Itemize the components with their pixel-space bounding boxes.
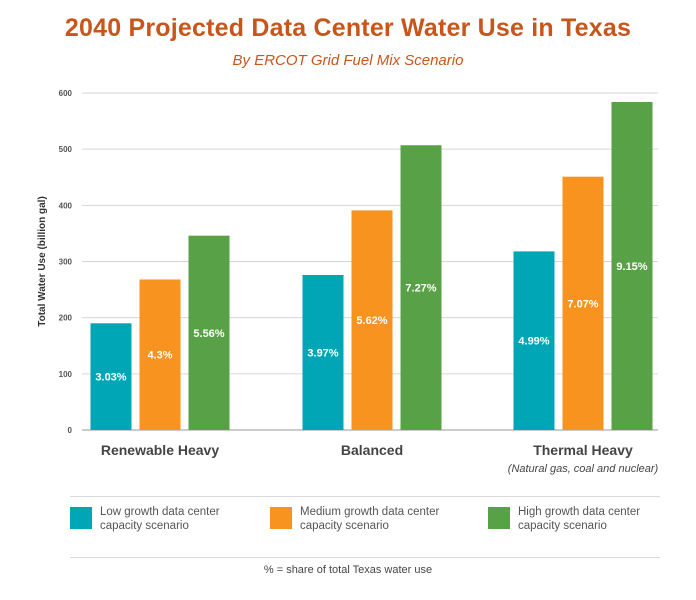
- bar-value-label: 3.97%: [307, 347, 338, 359]
- bar: [400, 145, 442, 431]
- legend-label-medium: Medium growth data center capacity scena…: [300, 506, 440, 532]
- bar-value-label: 5.56%: [193, 328, 224, 340]
- legend-swatch-low: [70, 507, 92, 529]
- bar-value-label: 9.15%: [616, 261, 647, 273]
- bar-value-label: 7.27%: [405, 283, 436, 295]
- bar: [139, 279, 181, 430]
- category-label: Thermal Heavy: [533, 442, 633, 458]
- category-label: Renewable Heavy: [101, 442, 219, 458]
- bar-value-label: 4.99%: [518, 336, 549, 348]
- y-tick-label: 200: [59, 314, 73, 323]
- legend-swatch-medium: [270, 507, 292, 529]
- legend-swatch-high: [488, 507, 510, 529]
- bar-value-label: 3.03%: [95, 372, 126, 384]
- y-tick-label: 400: [59, 201, 73, 210]
- footnote: % = share of total Texas water use: [263, 564, 433, 576]
- y-axis-label: Total Water Use (billion gal): [37, 196, 48, 327]
- legend-item-low: Low growth data center capacity scenario: [70, 505, 250, 533]
- y-tick-label: 500: [59, 145, 73, 154]
- legend-label-low: Low growth data center capacity scenario: [100, 506, 220, 532]
- bar-chart: 0 100 200 300 400 500 600 Total Water Use (bill…: [37, 89, 659, 475]
- bar: [351, 210, 393, 430]
- bar: [513, 251, 555, 430]
- bar-value-label: 5.62%: [356, 315, 387, 327]
- y-tick-label: 0: [68, 426, 73, 435]
- category-note: (Natural gas, coal and nuclear): [508, 463, 659, 475]
- legend-item-medium: Medium growth data center capacity scena…: [270, 505, 465, 533]
- category-label: Balanced: [341, 442, 403, 458]
- bar: [188, 235, 230, 430]
- bar: [90, 323, 132, 430]
- chart-title: 2040 Projected Data Center Water Use in …: [64, 14, 632, 42]
- bar-value-label: 7.07%: [567, 298, 598, 310]
- bar: [611, 101, 653, 430]
- legend-label-high: High growth data center capacity scenari…: [518, 506, 641, 532]
- y-tick-label: 600: [59, 89, 73, 98]
- bar: [302, 274, 344, 430]
- bar: [562, 176, 604, 430]
- y-tick-label: 100: [59, 370, 73, 379]
- legend: Low growth data center capacity scenario…: [70, 496, 660, 558]
- legend-item-high: High growth data center capacity scenari…: [488, 505, 666, 533]
- chart-subtitle: By ERCOT Grid Fuel Mix Scenario: [232, 52, 464, 69]
- bar-value-label: 4.3%: [147, 350, 172, 362]
- y-tick-label: 300: [59, 258, 73, 267]
